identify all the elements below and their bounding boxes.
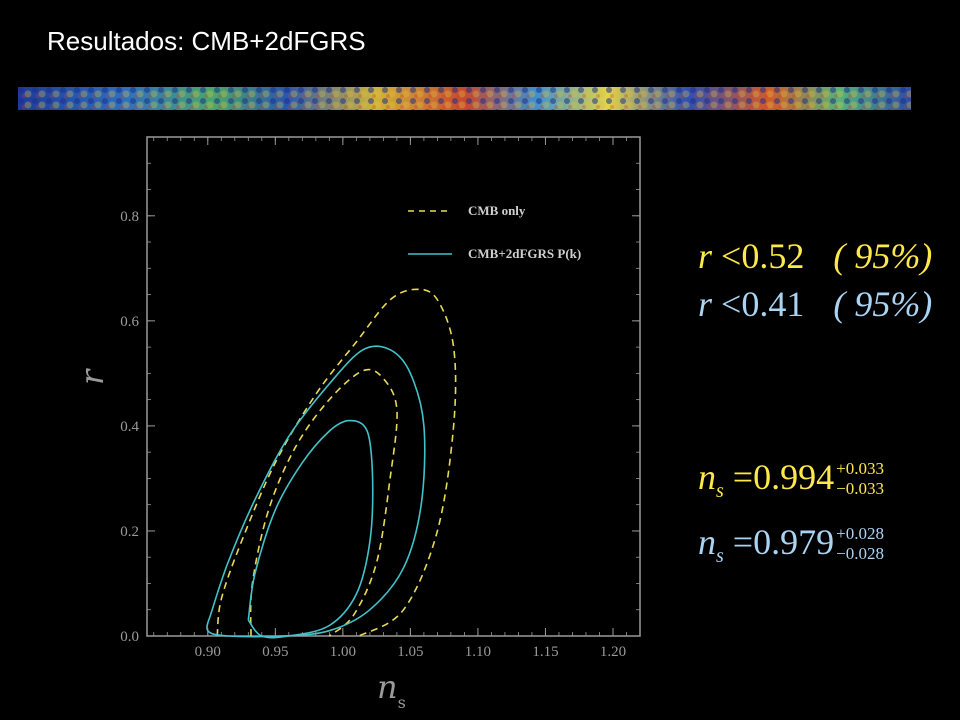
y-tick-label: 0.8 (120, 209, 139, 225)
cmb-only-contour-68 (249, 368, 398, 637)
x-tick-label: 0.90 (195, 644, 221, 660)
x-tick-label: 1.20 (600, 644, 626, 660)
plot-frame (146, 136, 641, 637)
y-axis-label: r (73, 368, 111, 385)
y-tick-label: 0.4 (120, 419, 139, 435)
y-tick-label: 0.0 (120, 629, 139, 645)
ns-cmb-errors: +0.033 −0.033 (836, 458, 884, 498)
legend-label-cmb-only: CMB only (468, 203, 526, 218)
x-tick-label: 1.15 (532, 644, 558, 660)
cmb-map-banner (18, 87, 911, 110)
x-tick-label: 1.00 (330, 644, 356, 660)
x-tick-label: 1.05 (397, 644, 423, 660)
x-axis-label: ns (377, 668, 406, 712)
chart-legend: CMB only CMB+2dFGRS P(k) (408, 203, 581, 261)
x-tick-label: 0.95 (262, 644, 288, 660)
y-tick-label: 0.6 (120, 314, 139, 330)
ns-value-cmb: ns =0.994 +0.033 −0.033 (698, 457, 884, 502)
cmb-2dfgrs-contour-68 (247, 419, 374, 639)
x-tick-label: 1.10 (465, 644, 491, 660)
ns-value-combined: ns =0.979 +0.028 −0.028 (698, 522, 884, 567)
legend-label-cmb-2dfgrs: CMB+2dFGRS P(k) (468, 246, 581, 261)
y-tick-label: 0.2 (120, 524, 139, 540)
cmb-2dfgrs-contour-95 (206, 345, 426, 638)
r-limit-cmb: r <0.52 ( 95%) (698, 236, 933, 276)
slide-title: Resultados: CMB+2dFGRS (47, 26, 366, 56)
ns-combined-errors: +0.028 −0.028 (836, 523, 884, 563)
r-limit-combined: r <0.41 ( 95%) (698, 284, 933, 324)
